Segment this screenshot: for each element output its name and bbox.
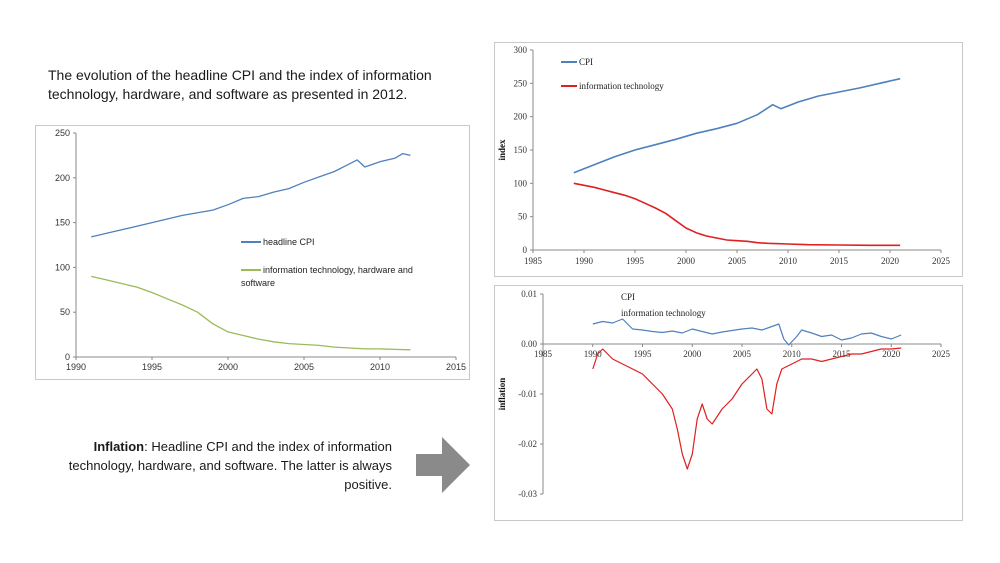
series-line-1 xyxy=(573,182,901,247)
y-tick-label: 250 xyxy=(514,78,528,88)
x-tick-label: 2020 xyxy=(881,256,900,266)
y-tick-label: 50 xyxy=(518,212,528,222)
x-tick-label: 2015 xyxy=(446,362,466,372)
y-axis-title: inflation xyxy=(497,378,507,411)
y-tick-label: 0 xyxy=(65,352,70,362)
x-tick-label: 1985 xyxy=(534,349,553,359)
caption-bottom-bold: Inflation xyxy=(93,439,145,454)
y-tick-label: 150 xyxy=(514,145,528,155)
y-tick-label: 0.01 xyxy=(521,289,537,299)
chart-panel-inflation: 0.01 0.00 -0.01 -0.02 -0.03 1985 1990 1995 2000 2… xyxy=(494,285,963,521)
legend-label: information technology, hardware and soft… xyxy=(241,265,413,288)
legend-label: headline CPI xyxy=(263,237,315,247)
x-tick-label: 2000 xyxy=(218,362,238,372)
caption-bottom: Inflation: Headline CPI and the index of… xyxy=(40,437,392,494)
x-tick-label: 1990 xyxy=(575,256,594,266)
chart-index: 0 50 100 150 200 250 300 1985 1990 1995 2000 2005 20… xyxy=(497,45,951,266)
x-tick-label: 2025 xyxy=(932,349,951,359)
series-line-0 xyxy=(573,77,901,174)
x-tick-label: 2000 xyxy=(677,256,696,266)
x-tick-label: 2005 xyxy=(733,349,752,359)
chart-panel-2012: 0 50 100 150 200 250 1990 1995 2000 2005 2010 2015 h… xyxy=(35,125,470,380)
y-tick-label: 100 xyxy=(55,262,70,272)
y-tick-label: 0.00 xyxy=(521,339,537,349)
y-tick-label: 100 xyxy=(514,178,528,188)
legend-label: CPI xyxy=(621,292,635,302)
x-tick-label: 2010 xyxy=(370,362,390,372)
x-tick-label: 2005 xyxy=(728,256,747,266)
x-tick-label: 2010 xyxy=(783,349,802,359)
chart-2012: 0 50 100 150 200 250 1990 1995 2000 2005 2010 2015 h… xyxy=(55,128,466,372)
chart-panel-index: 0 50 100 150 200 250 300 1985 1990 1995 2000 2005 20… xyxy=(494,42,963,277)
x-tick-label: 1995 xyxy=(142,362,162,372)
right-arrow-icon xyxy=(416,437,470,493)
y-tick-label: 300 xyxy=(514,45,528,55)
y-tick-label: 200 xyxy=(55,173,70,183)
legend-label: information technology xyxy=(621,308,706,318)
series-line-1 xyxy=(91,275,411,351)
x-tick-label: 1990 xyxy=(584,349,603,359)
y-tick-label: -0.03 xyxy=(518,489,537,499)
y-tick-label: 250 xyxy=(55,128,70,138)
x-tick-label: 1990 xyxy=(66,362,86,372)
legend-label: CPI xyxy=(579,57,593,67)
x-tick-label: 2010 xyxy=(779,256,798,266)
y-axis-title: index xyxy=(497,139,507,161)
caption-bottom-text: : Headline CPI and the index of informat… xyxy=(68,439,392,492)
series-line-1 xyxy=(592,347,902,470)
chart-inflation: 0.01 0.00 -0.01 -0.02 -0.03 1985 1990 1995 2000 2… xyxy=(497,289,951,499)
x-tick-label: 2015 xyxy=(830,256,849,266)
x-tick-label: 2000 xyxy=(683,349,702,359)
y-tick-label: -0.01 xyxy=(518,389,537,399)
y-tick-label: 50 xyxy=(60,307,70,317)
caption-top: The evolution of the headline CPI and th… xyxy=(48,67,432,102)
x-tick-label: 1995 xyxy=(626,256,645,266)
y-tick-label: -0.02 xyxy=(518,439,537,449)
x-tick-label: 2005 xyxy=(294,362,314,372)
x-tick-label: 2015 xyxy=(833,349,852,359)
x-tick-label: 1985 xyxy=(524,256,543,266)
y-tick-label: 0 xyxy=(523,245,528,255)
x-tick-label: 1995 xyxy=(634,349,653,359)
series-line-0 xyxy=(91,152,411,238)
y-tick-label: 150 xyxy=(55,218,70,228)
y-tick-label: 200 xyxy=(514,112,528,122)
x-tick-label: 2025 xyxy=(932,256,951,266)
legend-label: information technology xyxy=(579,81,664,91)
series-line-0 xyxy=(592,318,902,346)
x-tick-label: 2020 xyxy=(882,349,901,359)
